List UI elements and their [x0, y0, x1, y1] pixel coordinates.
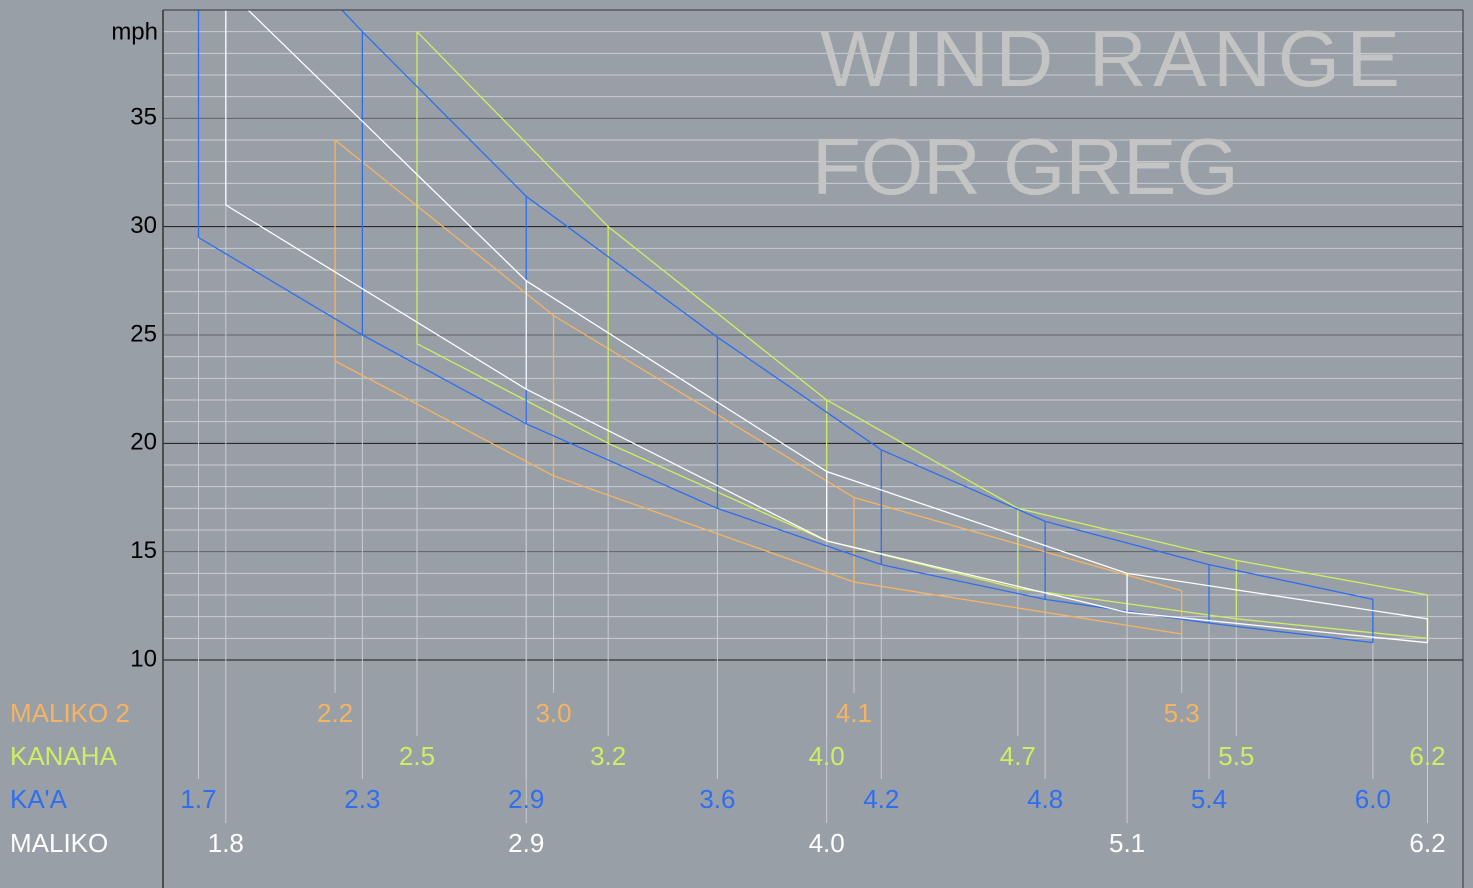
legend-label: KANAHA	[10, 741, 118, 771]
legend-label: KA'A	[10, 784, 68, 814]
sail-label: 2.2	[317, 698, 353, 728]
plot	[197, 10, 1429, 644]
y-tick-label: 25	[130, 320, 157, 347]
legend-label: MALIKO	[10, 828, 108, 858]
chart-title: WIND RANGE	[820, 14, 1400, 103]
sail-label: 3.6	[699, 784, 735, 814]
y-tick-label: 30	[130, 212, 157, 239]
sail-label: 5.1	[1109, 828, 1145, 858]
max-line	[247, 10, 1428, 620]
y-tick-label: 20	[130, 429, 157, 456]
grid	[163, 31, 1463, 661]
sail-label: 5.3	[1164, 698, 1200, 728]
sail-label: 5.4	[1191, 784, 1227, 814]
sail-label: 1.8	[208, 828, 244, 858]
min-line	[416, 343, 1428, 639]
y-tick-label: 10	[130, 645, 157, 672]
sail-label: 4.8	[1027, 784, 1063, 814]
legend-label: MALIKO 2	[10, 698, 130, 728]
sail-label: 6.0	[1355, 784, 1391, 814]
sail-label: 2.9	[508, 828, 544, 858]
sail-label: 4.0	[809, 828, 845, 858]
y-axis-label: mph	[111, 18, 158, 45]
sail-label: 4.7	[1000, 741, 1036, 771]
y-tick-label: 15	[130, 537, 157, 564]
sail-label: 4.0	[809, 741, 845, 771]
sail-label: 6.2	[1409, 828, 1445, 858]
sail-label: 1.7	[180, 784, 216, 814]
sail-label: 2.5	[399, 741, 435, 771]
sail-label: 3.0	[535, 698, 571, 728]
sail-label: 2.3	[344, 784, 380, 814]
sail-label: 4.1	[836, 698, 872, 728]
chart-title: FOR GREG	[812, 122, 1239, 211]
min-line	[334, 360, 1182, 635]
labels: 10 15 20 25 30 35 MALIKO 2 2.2 3.0 4.1 5.3 KANAHA 2.…	[10, 104, 1446, 858]
max-line	[416, 31, 1428, 596]
min-line	[225, 204, 1428, 644]
sail-label: 2.9	[508, 784, 544, 814]
sail-label: 3.2	[590, 741, 626, 771]
sail-label: 6.2	[1409, 741, 1445, 771]
max-line	[340, 10, 1374, 600]
min-line	[198, 236, 1373, 644]
sail-label: 5.5	[1218, 741, 1254, 771]
y-tick-label: 35	[130, 104, 157, 131]
sail-label: 4.2	[863, 784, 899, 814]
